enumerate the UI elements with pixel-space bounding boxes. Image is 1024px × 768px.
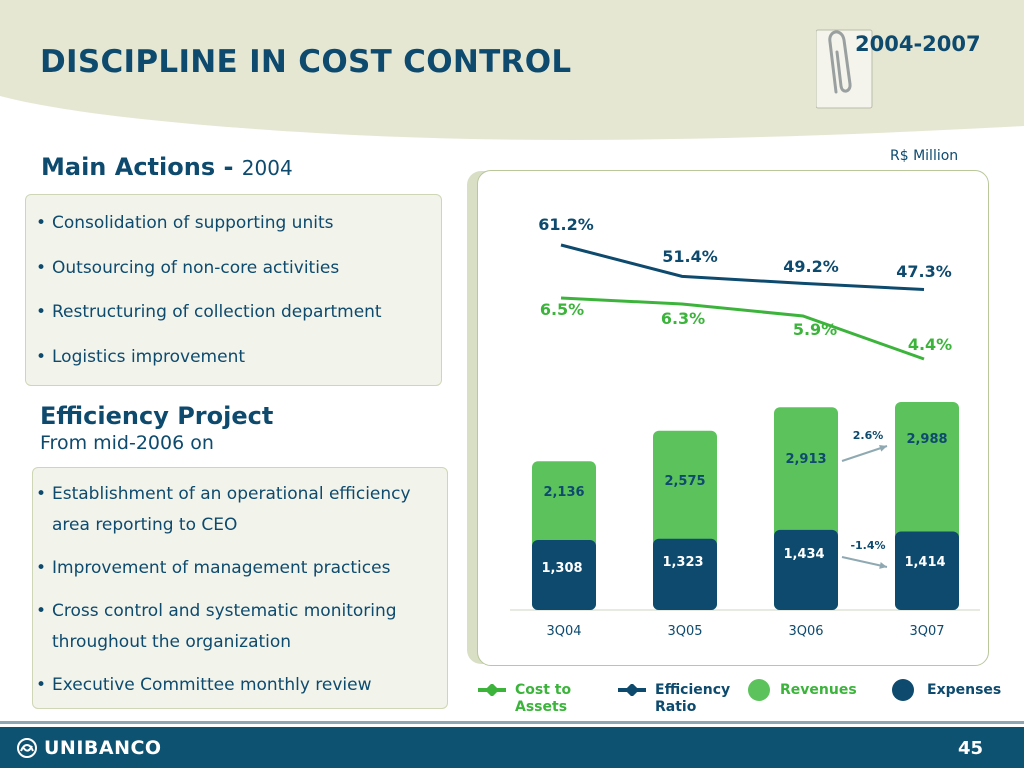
revenue-data-label: 2,913: [785, 452, 826, 467]
main-actions-list: Consolidation of supporting units Outsou…: [30, 211, 382, 389]
x-tick-label: 3Q04: [546, 624, 581, 639]
period-label: 2004-2007: [855, 32, 981, 56]
expense-growth-label: -1.4%: [850, 539, 885, 552]
cost-to-assets-data-label: 6.5%: [540, 300, 584, 319]
cost-to-assets-data-label: 6.3%: [661, 309, 705, 328]
expenses-legend-label: Expenses: [927, 682, 1002, 698]
list-item: Logistics improvement: [30, 345, 382, 390]
expense-bar: [895, 531, 959, 610]
header-band: [0, 0, 1024, 140]
cost-to-assets-data-label: 5.9%: [793, 320, 837, 339]
expense-data-label: 1,414: [904, 555, 945, 570]
footer-rule: [0, 721, 1024, 724]
cost-to-assets-legend-icon: [478, 684, 506, 696]
main-actions-year: 2004: [241, 156, 293, 180]
unibanco-logo-text: UNIBANCO: [44, 737, 162, 759]
expense-bar: [532, 540, 596, 610]
page-number: 45: [958, 738, 984, 759]
expense-bar: [653, 538, 717, 610]
paperclip-note: [816, 29, 873, 109]
revenues-legend-label: Revenues: [780, 682, 857, 698]
list-item: Consolidation of supporting units: [30, 211, 382, 256]
efficiency-project-list: Establishment of an operational efficien…: [30, 479, 440, 713]
page-title: DISCIPLINE IN COST CONTROL: [40, 44, 572, 80]
efficiency-project-subtitle: From mid-2006 on: [40, 432, 214, 454]
expense-growth-arrow: [841, 556, 888, 568]
efficiency-ratio-data-label: 49.2%: [783, 257, 839, 276]
x-tick-label: 3Q05: [667, 624, 702, 639]
expense-data-label: 1,323: [662, 555, 703, 570]
revenue-data-label: 2,136: [543, 485, 584, 500]
chart-unit-label: R$ Million: [890, 148, 959, 164]
cost-to-assets-data-label: 4.4%: [908, 335, 952, 354]
efficiency-project-title: Efficiency Project: [40, 402, 274, 430]
expenses-legend-icon: [892, 679, 914, 701]
cost-to-assets-line: [560, 296, 925, 361]
efficiency-ratio-data-label: 51.4%: [662, 247, 718, 266]
x-tick-label: 3Q06: [788, 624, 823, 639]
revenue-growth-arrow: [841, 445, 888, 462]
list-item: Establishment of an operational efficien…: [30, 479, 440, 541]
list-item: Improvement of management practices: [30, 553, 440, 584]
list-item: Restructuring of collection department: [30, 300, 382, 345]
footer-bar: [0, 727, 1024, 768]
list-item: Cross control and systematic monitoring …: [30, 596, 440, 658]
main-actions-title: Main Actions - 2004: [41, 153, 293, 181]
revenue-growth-arrow-head: [879, 444, 887, 452]
revenues-legend-icon: [748, 679, 770, 701]
x-tick-label: 3Q07: [909, 624, 944, 639]
expense-data-label: 1,434: [783, 547, 824, 562]
unibanco-logo-icon: [17, 738, 37, 758]
cost-to-assets-legend-label: Cost to Assets: [515, 682, 572, 715]
expense-data-label: 1,308: [541, 561, 582, 576]
efficiency-ratio-data-label: 61.2%: [538, 215, 594, 234]
unibanco-logo: UNIBANCO: [16, 737, 162, 759]
efficiency-ratio-legend-label: Efficiency Ratio: [655, 682, 731, 715]
efficiency-ratio-line: [560, 243, 925, 291]
revenue-data-label: 2,575: [664, 474, 705, 489]
revenue-data-label: 2,988: [906, 432, 947, 447]
list-item: Executive Committee monthly review: [30, 670, 440, 701]
revenue-growth-label: 2.6%: [853, 429, 884, 442]
main-actions-label: Main Actions -: [41, 153, 242, 181]
expense-growth-arrow-head: [879, 562, 887, 569]
efficiency-ratio-legend-icon: [618, 684, 646, 696]
list-item: Outsourcing of non-core activities: [30, 256, 382, 301]
expense-bar: [774, 529, 838, 610]
efficiency-ratio-data-label: 47.3%: [896, 262, 952, 281]
